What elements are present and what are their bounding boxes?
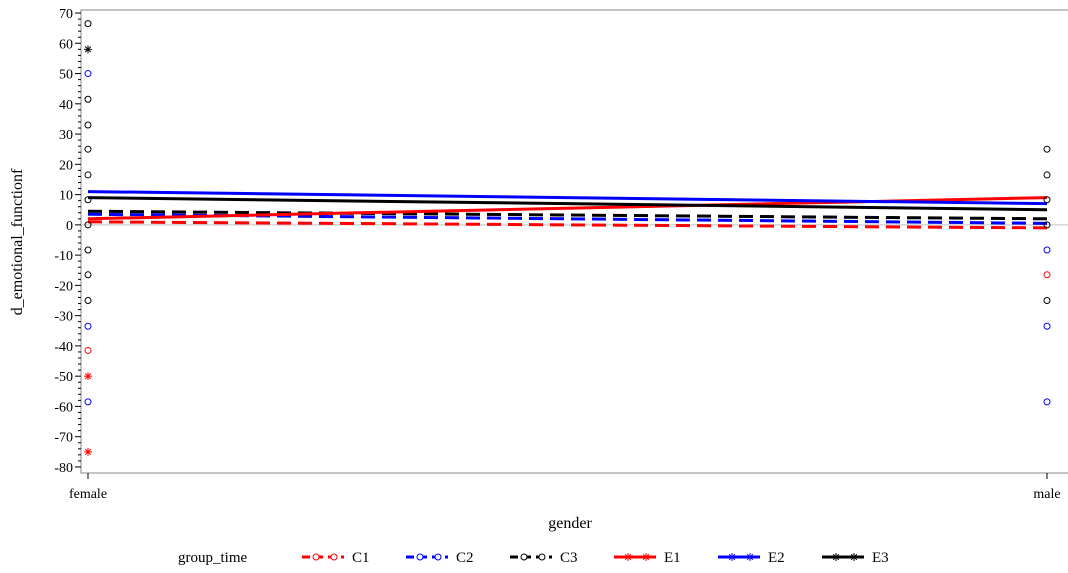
- data-point: [84, 297, 92, 305]
- data-point: [84, 398, 92, 406]
- y-tick-label: -80: [54, 461, 73, 476]
- y-axis: 70 60 50 40 30 20 10 0 -10 -20 -30 -40 -50 -60 -70 -80: [54, 7, 81, 476]
- legend-marker: [538, 553, 546, 561]
- data-point: [1043, 322, 1051, 330]
- x-axis: female male: [69, 473, 1061, 502]
- legend-marker: [728, 553, 736, 561]
- data-point: [1043, 221, 1051, 229]
- data-point: [84, 20, 92, 28]
- legend-marker: [642, 553, 650, 561]
- data-point: [84, 45, 92, 54]
- x-tick-label: female: [69, 487, 107, 502]
- legend-label: C1: [352, 550, 370, 566]
- y-tick-label: 30: [59, 128, 73, 143]
- series-line-e3: [87, 196, 1048, 212]
- legend-label: C3: [560, 550, 578, 566]
- legend-marker: [850, 553, 858, 561]
- data-point: [84, 221, 92, 229]
- y-tick-label: 50: [59, 68, 73, 83]
- data-point: [1043, 246, 1051, 254]
- legend-label: E3: [872, 550, 889, 566]
- data-point: [1043, 398, 1051, 406]
- y-tick-label: 70: [59, 7, 73, 22]
- data-point: [84, 145, 92, 153]
- data-point: [1043, 297, 1051, 305]
- data-point: [84, 322, 92, 330]
- legend-item-c2: C2: [406, 550, 474, 566]
- legend-marker: [416, 553, 424, 561]
- legend-label: C2: [456, 550, 474, 566]
- y-tick-label: 40: [59, 98, 73, 113]
- data-point: [84, 95, 92, 103]
- y-tick-label: -40: [54, 340, 73, 355]
- legend-item-c1: C1: [302, 550, 370, 566]
- y-tick-label: -60: [54, 400, 73, 415]
- y-tick-label: -20: [54, 279, 73, 294]
- x-axis-title: gender: [548, 515, 592, 532]
- data-point: [84, 70, 92, 78]
- data-point: [84, 246, 92, 254]
- legend-marker: [312, 553, 320, 561]
- y-tick-label: -50: [54, 370, 73, 385]
- data-point: [1043, 271, 1051, 279]
- data-point: [1043, 196, 1051, 204]
- legend-title: group_time: [178, 550, 247, 566]
- series-line-e2: [87, 190, 1048, 206]
- data-point: [84, 447, 92, 456]
- data-point: [84, 372, 92, 381]
- data-point: [84, 196, 92, 204]
- legend-label: E1: [664, 550, 681, 566]
- data-point: [84, 171, 92, 179]
- plot-area: [80, 9, 1068, 474]
- data-point: [84, 121, 92, 129]
- legend-marker: [520, 553, 528, 561]
- y-tick-label: -10: [54, 249, 73, 264]
- data-points: [84, 20, 1051, 456]
- legend-marker: [330, 553, 338, 561]
- legend: group_time C1 C2 C3 E1 E2 E3: [178, 550, 889, 566]
- legend-marker: [624, 553, 632, 561]
- legend-item-c3: C3: [510, 550, 578, 566]
- y-axis-title: d_emotional_functionf: [9, 168, 26, 315]
- legend-marker: [832, 553, 840, 561]
- data-point: [84, 271, 92, 279]
- series-line-c3: [87, 209, 1048, 221]
- data-point: [84, 346, 92, 354]
- y-tick-label: -30: [54, 310, 73, 325]
- legend-item-e1: E1: [614, 550, 681, 566]
- data-point: [1043, 171, 1051, 179]
- legend-marker: [434, 553, 442, 561]
- legend-item-e2: E2: [718, 550, 785, 566]
- y-tick-label: 20: [59, 158, 73, 173]
- series-lines: [87, 190, 1048, 230]
- data-point: [1043, 145, 1051, 153]
- y-tick-label: -70: [54, 431, 73, 446]
- legend-marker: [746, 553, 754, 561]
- x-tick-label: male: [1033, 487, 1060, 502]
- y-tick-label: 10: [59, 189, 73, 204]
- legend-label: E2: [768, 550, 785, 566]
- legend-item-e3: E3: [822, 550, 889, 566]
- y-tick-label: 60: [59, 37, 73, 52]
- series-line-c1: [87, 220, 1048, 230]
- y-tick-label: 0: [66, 219, 73, 234]
